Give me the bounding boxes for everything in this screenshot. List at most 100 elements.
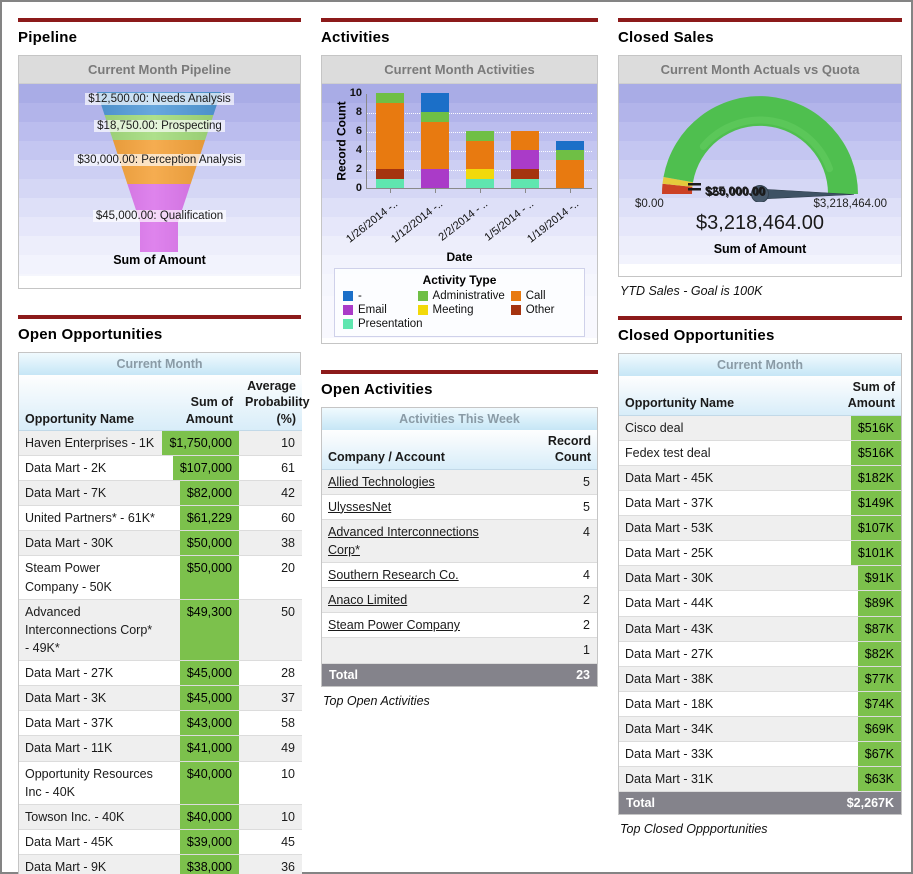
bars — [367, 93, 592, 188]
bar-segment[interactable] — [420, 93, 449, 112]
company-cell — [322, 637, 517, 664]
legend-item[interactable]: Meeting — [417, 304, 511, 316]
open-activities-section: Open Activities Activities This Week Com… — [321, 370, 598, 708]
stacked-bar[interactable] — [510, 131, 539, 188]
plot-area[interactable] — [366, 93, 592, 193]
section-title-open-activities: Open Activities — [321, 381, 433, 398]
opportunity-name-cell: Data Mart - 44K — [619, 590, 826, 617]
bar-segment[interactable] — [375, 178, 404, 188]
stacked-bar[interactable] — [465, 131, 494, 188]
table-row: Data Mart - 45K $39,000 45 — [19, 829, 302, 856]
opportunity-name-cell: Data Mart - 27K — [619, 641, 826, 667]
closed-opportunities-table: Opportunity Name Sum of Amount Cisco dea… — [619, 376, 901, 815]
stacked-bar[interactable] — [555, 140, 584, 188]
section-accent-bar — [18, 315, 301, 319]
closed-sales-chart-panel[interactable]: Current Month Actuals vs Quota — [618, 55, 902, 277]
gauge-arc-high[interactable] — [663, 96, 859, 194]
pipeline-chart-panel[interactable]: Current Month Pipeline $12,500.00: Needs… — [18, 55, 301, 289]
bar-segment[interactable] — [465, 169, 494, 179]
bar-segment[interactable] — [465, 140, 494, 169]
company-cell: Southern Research Co. — [322, 562, 517, 589]
open-activities-table-panel: Activities This Week Company / Account R… — [321, 407, 598, 687]
amount-highlight: $40,000 — [179, 761, 239, 804]
company-link[interactable]: Anaco Limited — [328, 593, 408, 608]
amount-highlight: $63K — [857, 767, 901, 792]
stacked-bar-chart[interactable]: Record Count 0 2 4 6 8 10 1/26/2014 -.. 1/12/2… — [322, 84, 597, 338]
legend-swatch — [343, 291, 353, 301]
bar-segment[interactable] — [510, 169, 539, 179]
table-row: 1 — [322, 637, 597, 664]
legend-item[interactable]: Other — [510, 304, 576, 316]
total-value: $2,267K — [826, 791, 901, 815]
funnel-chart[interactable]: $12,500.00: Needs Analysis $18,750.00: P… — [19, 84, 300, 276]
bar-segment[interactable] — [465, 178, 494, 188]
probability-cell: 20 — [239, 555, 302, 600]
opportunity-name-cell: Fedex test deal — [619, 440, 826, 466]
table-row: Data Mart - 45K $182K — [619, 465, 901, 491]
bar-segment[interactable] — [510, 131, 539, 150]
company-link[interactable]: Allied Technologies — [328, 474, 435, 489]
legend-label: Call — [525, 290, 546, 302]
gauge-chart[interactable]: $0.00 $25,000.00 $50,000.00 $3,218,464.0… — [619, 84, 901, 264]
bar-segment[interactable] — [375, 169, 404, 179]
table-row: Advanced Interconnections Corp* 4 — [322, 519, 597, 564]
opportunity-name-cell: Data Mart - 30K — [619, 565, 826, 592]
table-row: Data Mart - 53K $107K — [619, 515, 901, 542]
bar-segment[interactable] — [555, 150, 584, 160]
bar-segment[interactable] — [465, 131, 494, 141]
bar-segment[interactable] — [420, 121, 449, 169]
gauge-arc-mid[interactable] — [662, 177, 694, 187]
legend-label: Administrative — [432, 290, 505, 302]
amount-highlight: $182K — [850, 465, 901, 490]
amount-cell: $182K — [826, 465, 901, 491]
bar-segment[interactable] — [555, 140, 584, 150]
probability-cell: 60 — [239, 505, 302, 532]
amount-cell: $40,000 — [161, 804, 239, 830]
legend-label: Email — [358, 304, 387, 316]
gauge-arc-low[interactable] — [661, 183, 693, 194]
bar-segment[interactable] — [510, 178, 539, 188]
bar-segment[interactable] — [555, 159, 584, 188]
legend-items: - Administrative Call Email Meeting Other Pres… — [343, 290, 576, 330]
bar-segment[interactable] — [420, 112, 449, 122]
company-link[interactable]: Southern Research Co. — [328, 568, 459, 582]
company-link[interactable]: Advanced Interconnections Corp* — [328, 524, 479, 557]
legend-item[interactable]: Call — [510, 290, 576, 302]
record-count-cell: 4 — [517, 519, 597, 564]
bar-segment[interactable] — [375, 102, 404, 169]
amount-cell: $43,000 — [161, 710, 239, 737]
company-link[interactable]: UlyssesNet — [328, 499, 392, 514]
x-tick-mark — [524, 189, 526, 193]
bar-segment[interactable] — [375, 93, 404, 103]
open-opportunities-section: Open Opportunities Current Month Opportu… — [18, 315, 310, 874]
opportunity-name-cell: Data Mart - 37K — [619, 490, 826, 517]
amount-cell: $91K — [826, 565, 901, 592]
bar-segment[interactable] — [420, 169, 449, 188]
company-link[interactable]: Steam Power Company — [328, 618, 461, 633]
total-row: Total $2,267K — [619, 791, 901, 815]
table-row: Steam Power Company - 50K $50,000 20 — [19, 555, 302, 600]
legend-label: Meeting — [432, 304, 474, 316]
amount-cell: $74K — [826, 691, 901, 718]
opportunity-name-cell: Data Mart - 18K — [619, 691, 826, 718]
legend: Activity Type - Administrative Call Email Me… — [334, 268, 585, 337]
amount-cell: $40,000 — [161, 761, 239, 805]
probability-cell: 28 — [239, 660, 302, 687]
amount-highlight: $50,000 — [179, 556, 239, 599]
table-row: Allied Technologies 5 — [322, 469, 597, 495]
legend-item[interactable]: - — [343, 290, 418, 302]
probability-cell: 42 — [239, 480, 302, 507]
stacked-bar[interactable] — [420, 93, 449, 188]
table-row: Data Mart - 43K $87K — [619, 616, 901, 642]
gauge-arc[interactable] — [618, 84, 902, 202]
legend-item[interactable]: Email — [343, 304, 418, 316]
table-row: Steam Power Company 2 — [322, 612, 597, 639]
legend-item[interactable]: Presentation — [343, 318, 423, 330]
legend-item[interactable]: Administrative — [417, 290, 511, 302]
closed-opportunities-section: Closed Opportunities Current Month Oppor… — [618, 316, 902, 836]
record-count-cell: 1 — [517, 637, 597, 664]
stacked-bar[interactable] — [375, 93, 404, 188]
amount-highlight: $50,000 — [179, 531, 239, 556]
bar-segment[interactable] — [510, 150, 539, 169]
